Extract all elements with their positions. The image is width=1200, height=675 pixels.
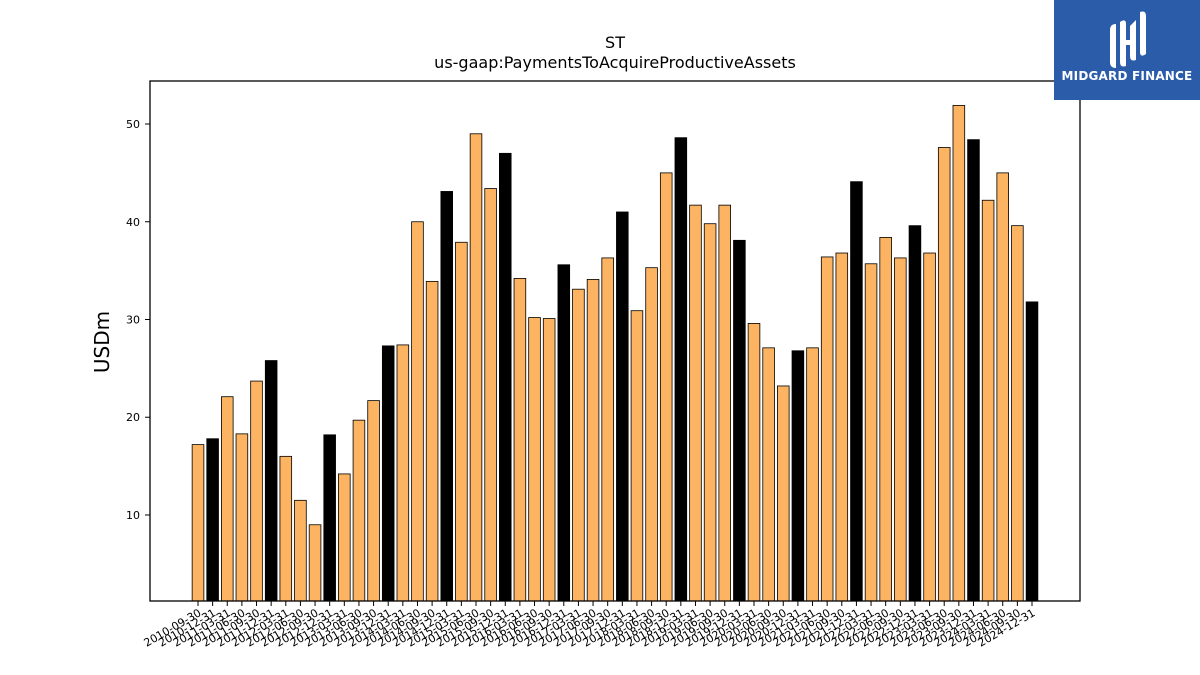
bar-2016-09-30 xyxy=(542,318,556,602)
bar-2014-03-31 xyxy=(396,344,410,602)
bar-2023-09-30 xyxy=(952,105,966,602)
bar-2013-09-30 xyxy=(367,400,380,602)
bar-2018-06-30 xyxy=(645,267,658,602)
bar-2017-03-31 xyxy=(572,288,585,602)
bar-2011-12-31 xyxy=(264,360,278,602)
bar-2015-12-31 xyxy=(499,152,512,602)
bar-2020-03-31 xyxy=(747,323,761,602)
bar-2019-09-30 xyxy=(718,204,731,602)
brand-name: MIDGARD FINANCE xyxy=(1061,69,1193,83)
bar-2010-09-30 xyxy=(191,444,205,602)
bar-2012-09-30 xyxy=(308,524,322,602)
bar-2018-09-30 xyxy=(659,172,673,602)
bar-2015-06-30 xyxy=(469,133,483,602)
bar-2022-06-30 xyxy=(879,236,892,602)
bar-2021-06-30 xyxy=(820,256,834,602)
bar-2017-09-30 xyxy=(601,257,614,602)
brand-logo: MIDGARD FINANCE xyxy=(1054,0,1200,100)
bar-2015-03-31 xyxy=(455,241,468,602)
bar-2011-03-31 xyxy=(221,396,234,602)
bar-2021-09-30 xyxy=(835,252,849,602)
bar-2012-06-30 xyxy=(294,499,307,602)
bar-2014-09-30 xyxy=(425,280,439,602)
bar-2022-09-30 xyxy=(894,257,907,602)
bar-2013-06-30 xyxy=(352,419,366,602)
bar-2016-03-31 xyxy=(513,278,527,602)
bars-group xyxy=(191,105,1039,602)
bar-2024-06-30 xyxy=(996,172,1009,602)
bar-2020-06-30 xyxy=(762,347,775,602)
bar-2020-12-31 xyxy=(791,350,805,602)
chart-title: ST xyxy=(605,33,625,52)
bar-2016-12-31 xyxy=(557,264,571,602)
y-tick-label: 10 xyxy=(126,509,140,522)
bar-2011-09-30 xyxy=(250,380,263,602)
y-tick-label: 30 xyxy=(126,314,140,327)
y-ticks-group: 10 20 30 40 50 xyxy=(126,118,150,522)
y-tick-label: 20 xyxy=(126,411,140,424)
bar-2024-12-31 xyxy=(1025,301,1039,602)
bar-2016-06-30 xyxy=(528,317,541,602)
bar-2011-06-30 xyxy=(235,433,249,602)
bar-2014-12-31 xyxy=(440,191,453,602)
bar-2012-03-31 xyxy=(279,455,293,602)
bar-2012-12-31 xyxy=(323,434,336,602)
bar-2013-12-31 xyxy=(381,345,395,602)
bar-2020-09-30 xyxy=(777,385,790,602)
bar-2015-09-30 xyxy=(484,188,497,602)
bar-2022-12-31 xyxy=(908,225,922,602)
y-tick-label: 40 xyxy=(126,216,140,229)
bar-2010-12-31 xyxy=(206,438,219,602)
bar-2023-12-31 xyxy=(967,139,980,602)
bar-2021-03-31 xyxy=(806,347,819,602)
bar-2019-03-31 xyxy=(689,204,702,602)
bar-2013-03-31 xyxy=(338,473,351,602)
bar-2017-12-31 xyxy=(616,211,629,602)
bar-2018-12-31 xyxy=(674,137,688,602)
bar-2023-03-31 xyxy=(923,252,936,602)
bar-2024-09-30 xyxy=(1011,225,1024,602)
bar-2021-12-31 xyxy=(850,181,863,602)
y-tick-label: 50 xyxy=(126,118,140,131)
bar-2019-06-30 xyxy=(703,223,717,602)
bar-2017-06-30 xyxy=(586,279,600,602)
x-ticks-group: 2010-09-302010-12-312011-03-312011-06-30… xyxy=(142,601,1038,650)
chart-subtitle: us-gaap:PaymentsToAcquireProductiveAsset… xyxy=(434,53,796,72)
bar-2018-03-31 xyxy=(630,310,644,602)
bar-2019-12-31 xyxy=(733,239,746,602)
bar-2022-03-31 xyxy=(864,263,878,602)
bar-2023-06-30 xyxy=(937,147,951,602)
bar-2014-06-30 xyxy=(411,221,424,602)
midgard-logo-icon xyxy=(1110,11,1146,68)
bar-2024-03-31 xyxy=(981,199,995,602)
plot-frame xyxy=(149,80,1081,602)
y-axis-label: USDm xyxy=(90,311,114,373)
